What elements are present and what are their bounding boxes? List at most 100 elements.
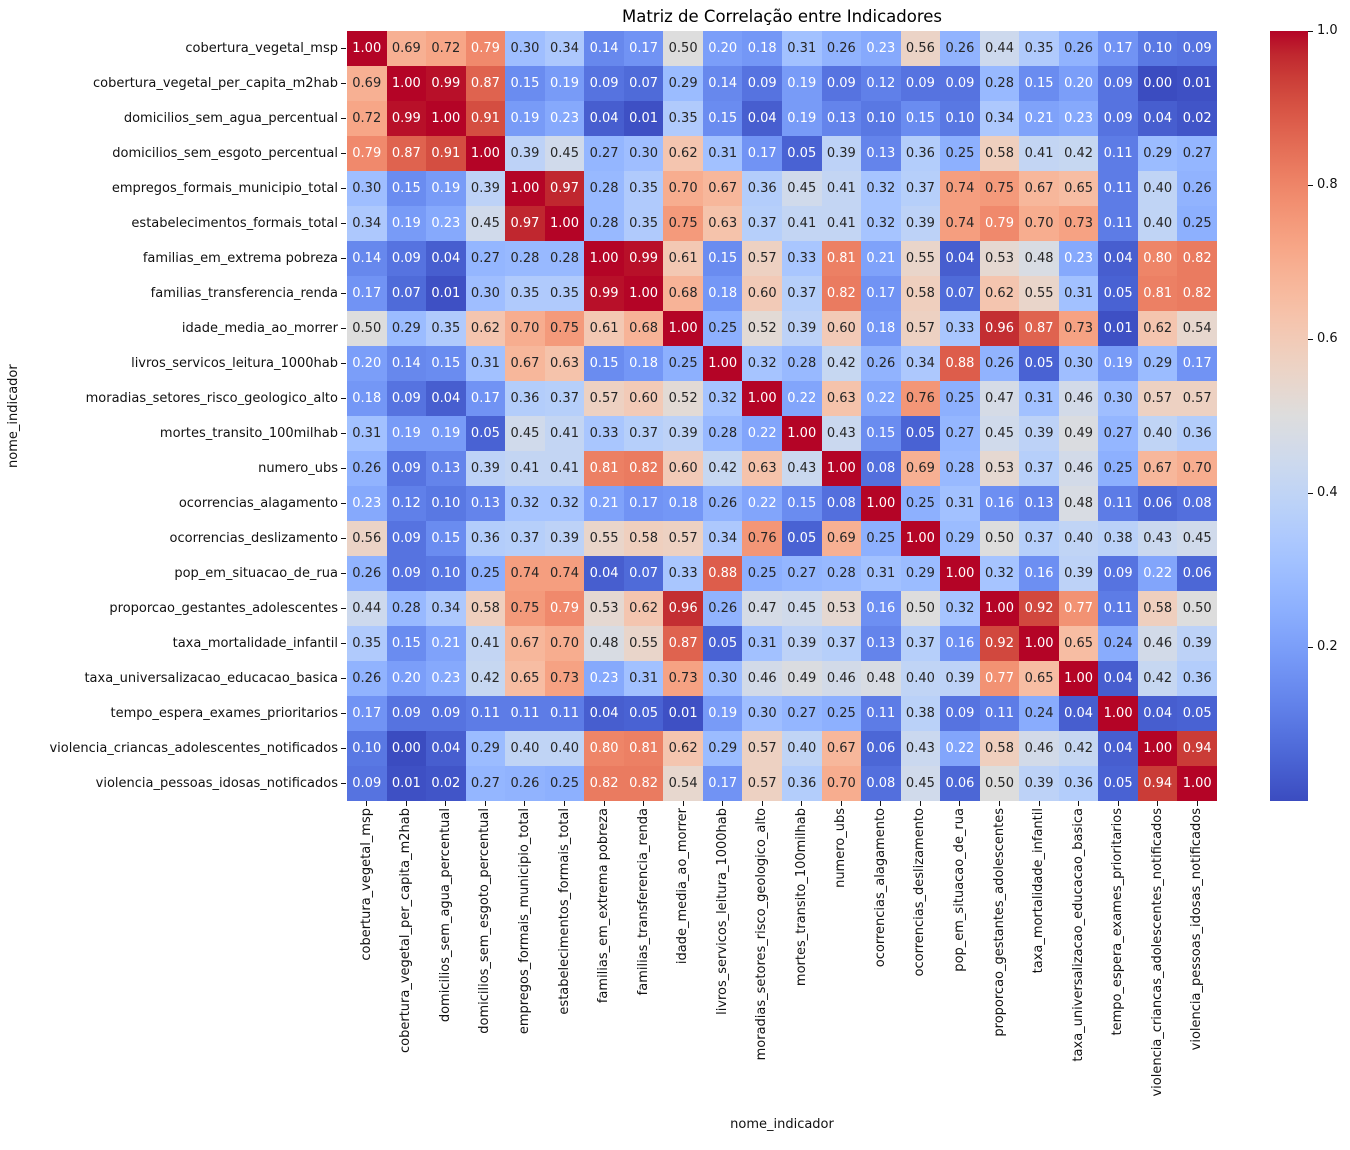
y-tick-mark xyxy=(341,363,346,364)
x-tick-mark xyxy=(603,801,605,806)
col-label: taxa_universalizacao_educacao_basica xyxy=(1070,808,1086,1062)
heatmap-cell: 0.22 xyxy=(940,731,980,766)
heatmap-cell: 0.40 xyxy=(1058,521,1099,556)
heatmap-cell: 0.68 xyxy=(663,276,703,311)
heatmap-cell: 0.73 xyxy=(663,661,703,696)
heatmap-cell: 0.28 xyxy=(544,241,585,276)
heatmap-cell: 1.00 xyxy=(1098,696,1138,731)
x-tick-mark xyxy=(366,801,368,806)
col-label: ocorrencias_alagamento xyxy=(872,808,888,968)
heatmap-cell: 0.18 xyxy=(742,31,782,66)
heatmap-cell: 0.45 xyxy=(979,416,1020,451)
heatmap-cell: 0.17 xyxy=(347,696,387,731)
heatmap-cell: 1.00 xyxy=(465,136,506,171)
heatmap-cell: 0.04 xyxy=(426,241,466,276)
heatmap-cell: 1.00 xyxy=(940,556,980,591)
heatmap-cell: 0.13 xyxy=(465,486,506,521)
heatmap-cell: 0.57 xyxy=(584,381,624,416)
heatmap-cell: 0.76 xyxy=(742,521,782,556)
heatmap-cell: 0.53 xyxy=(821,591,862,626)
heatmap-cell: 0.50 xyxy=(347,311,387,346)
heatmap-cell: 1.00 xyxy=(386,66,427,101)
heatmap-cell: 0.60 xyxy=(742,276,782,311)
heatmap-cell: 0.29 xyxy=(940,521,980,556)
heatmap-cell: 0.45 xyxy=(900,766,941,801)
heatmap-cell: 0.41 xyxy=(544,416,585,451)
heatmap-cell: 0.19 xyxy=(1098,346,1138,381)
col-label: livros_servicos_leitura_1000hab xyxy=(714,808,730,1015)
heatmap-cell: 0.42 xyxy=(465,661,506,696)
heatmap-cell: 0.04 xyxy=(426,731,466,766)
heatmap-cell: 0.58 xyxy=(465,591,506,626)
heatmap-cell: 0.42 xyxy=(821,346,862,381)
heatmap-cell: 0.39 xyxy=(900,206,941,241)
heatmap-cell: 0.48 xyxy=(1019,241,1059,276)
heatmap-cell: 0.99 xyxy=(623,241,664,276)
heatmap-cell: 0.20 xyxy=(347,346,387,381)
heatmap-cell: 0.30 xyxy=(1058,346,1099,381)
row-label: familias_em_extrema pobreza xyxy=(142,251,338,266)
x-tick-mark xyxy=(1117,801,1119,806)
heatmap-cell: 0.35 xyxy=(623,171,664,206)
y-tick-mark xyxy=(341,223,346,224)
heatmap-cell: 0.45 xyxy=(782,171,822,206)
heatmap-cell: 0.40 xyxy=(782,731,822,766)
y-tick-mark xyxy=(341,713,346,714)
heatmap-cell: 0.01 xyxy=(623,101,664,136)
heatmap-cell: 0.70 xyxy=(821,766,862,801)
heatmap-cell: 0.46 xyxy=(1019,731,1059,766)
heatmap-cell: 1.00 xyxy=(544,206,585,241)
heatmap-cell: 0.21 xyxy=(1019,101,1059,136)
heatmap-cell: 0.37 xyxy=(623,416,664,451)
heatmap-cell: 0.28 xyxy=(584,171,624,206)
x-tick-mark xyxy=(524,801,526,806)
heatmap-cell: 0.34 xyxy=(702,521,743,556)
heatmap-cell: 0.43 xyxy=(1137,521,1178,556)
heatmap-cell: 0.00 xyxy=(386,731,427,766)
heatmap-cell: 0.87 xyxy=(465,66,506,101)
heatmap-cell: 0.22 xyxy=(1137,556,1178,591)
heatmap-cell: 0.22 xyxy=(742,416,782,451)
heatmap-cell: 1.00 xyxy=(782,416,822,451)
heatmap-cell: 0.04 xyxy=(584,101,624,136)
heatmap-cell: 0.55 xyxy=(900,241,941,276)
heatmap-cell: 0.82 xyxy=(821,276,862,311)
heatmap-cell: 0.04 xyxy=(1137,101,1178,136)
heatmap-cell: 0.67 xyxy=(702,171,743,206)
heatmap-cell: 0.15 xyxy=(702,101,743,136)
heatmap-cell: 0.05 xyxy=(900,416,941,451)
heatmap-cell: 0.26 xyxy=(347,661,387,696)
row-label: numero_ubs xyxy=(258,461,338,476)
heatmap-cell: 0.34 xyxy=(544,31,585,66)
row-label: violencia_criancas_adolescentes_notifica… xyxy=(49,741,338,756)
heatmap-cell: 1.00 xyxy=(900,521,941,556)
heatmap-cell: 0.48 xyxy=(584,626,624,661)
heatmap-cell: 0.23 xyxy=(544,101,585,136)
y-tick-mark xyxy=(341,328,346,329)
heatmap-cell: 0.46 xyxy=(742,661,782,696)
heatmap-cell: 0.10 xyxy=(426,486,466,521)
heatmap-cell: 0.37 xyxy=(821,626,862,661)
heatmap-cell: 0.60 xyxy=(663,451,703,486)
col-label: mortes_transito_100milhab xyxy=(793,808,809,987)
heatmap-cell: 0.27 xyxy=(782,556,822,591)
heatmap-cell: 0.62 xyxy=(623,591,664,626)
heatmap-cell: 0.70 xyxy=(544,626,585,661)
heatmap-cell: 0.65 xyxy=(505,661,545,696)
y-tick-mark xyxy=(341,538,346,539)
col-label: proporcao_gestantes_adolescentes xyxy=(991,808,1007,1037)
heatmap-cell: 0.30 xyxy=(623,136,664,171)
heatmap-cell: 1.00 xyxy=(1019,626,1059,661)
heatmap-cell: 0.09 xyxy=(386,381,427,416)
heatmap-cell: 0.19 xyxy=(426,416,466,451)
heatmap-cell: 0.24 xyxy=(1019,696,1059,731)
heatmap-cell: 0.94 xyxy=(1177,731,1217,766)
heatmap-cell: 0.42 xyxy=(1137,661,1178,696)
heatmap-cell: 0.69 xyxy=(386,31,427,66)
row-label: livros_servicos_leitura_1000hab xyxy=(131,356,338,371)
x-tick-mark xyxy=(919,801,921,806)
heatmap-cell: 0.70 xyxy=(505,311,545,346)
x-tick-mark xyxy=(1157,801,1159,806)
heatmap-cell: 0.22 xyxy=(742,486,782,521)
heatmap-cell: 0.70 xyxy=(1177,451,1217,486)
